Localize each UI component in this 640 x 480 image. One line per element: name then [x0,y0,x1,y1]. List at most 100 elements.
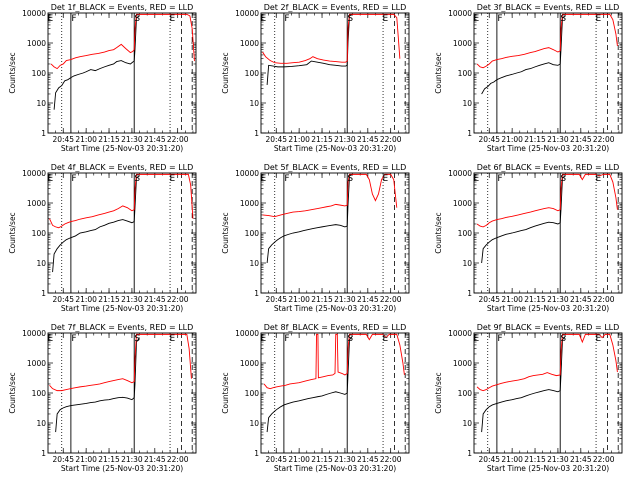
y-tick-label: 100 [32,389,47,398]
x-tick-label: 21:30 [547,135,569,144]
detector-panel-7: Det 7f_BLACK = Events, RED = LLD 1 10 100 10… [8,323,197,473]
x-tick-label: 21:00 [501,295,523,304]
y-tick-label: 10 [36,419,46,428]
detector-panel-1: Det 1f_BLACK = Events, RED = LLD 1 10 100 10… [8,3,197,153]
lld-series-line [263,333,405,390]
series-group [476,13,618,95]
flag-label: E [383,14,389,24]
flag-label: S [134,334,140,344]
flag-label: E [170,174,176,184]
x-tick-label: 21:15 [98,295,120,304]
y-tick-label: 10000 [448,329,472,338]
y-tick-label: 100 [458,69,473,78]
flag-label: S [134,14,140,24]
x-tick-label: 21:15 [311,455,333,464]
y-tick-label: 100 [245,229,260,238]
y-axis-label: Counts/sec [8,52,17,93]
x-axis-label: Start Time (25-Nov-03 20:31:20) [487,144,609,153]
x-axis-label: Start Time (25-Nov-03 20:31:20) [61,464,183,473]
panel-title: Det 1f_BLACK = Events, RED = LLD [51,3,194,12]
x-tick-label: 21:00 [75,295,97,304]
panel-title: Det 7f_BLACK = Events, RED = LLD [51,323,194,332]
x-tick-label: 21:30 [547,295,569,304]
x-tick-label: 21:30 [334,135,356,144]
events-series-line [266,13,353,85]
y-tick-label: 10 [249,259,259,268]
y-tick-label: 10000 [448,9,472,18]
x-tick-label: 21:45 [570,455,592,464]
events-series-line [481,335,566,433]
x-tick-label: 21:15 [524,135,546,144]
detector-panel-2: Det 2f_BLACK = Events, RED = LLD 1 10 100 10… [221,3,410,153]
panel-title: Det 3f_BLACK = Events, RED = LLD [477,3,620,12]
flag-label: E [47,334,53,344]
y-tick-label: 1 [254,129,259,138]
lld-series-line [49,173,194,229]
x-tick-label: 21:15 [311,295,333,304]
panel-title: Det 9f_BLACK = Events, RED = LLD [477,323,620,332]
x-tick-label: 21:45 [570,295,592,304]
flag-label: F [497,174,502,184]
x-tick-label: 22:00 [593,135,615,144]
panel-title: Det 4f_BLACK = Events, RED = LLD [51,163,194,172]
x-axis-label: Start Time (25-Nov-03 20:31:20) [274,304,396,313]
plot-frame [47,172,197,294]
x-tick-label: 21:45 [357,135,379,144]
detector-panel-3: Det 3f_BLACK = Events, RED = LLD 1 10 100 10… [434,3,623,153]
y-tick-label: 1 [41,289,46,298]
x-tick-label: 21:30 [334,295,356,304]
y-axis-label: Counts/sec [434,372,443,413]
flag-label: S [347,334,353,344]
y-tick-label: 1000 [453,359,472,368]
x-tick-label: 20:45 [265,455,287,464]
x-tick-label: 22:00 [167,455,189,464]
x-tick-label: 21:30 [334,455,356,464]
y-axis-label: Counts/sec [221,212,230,253]
plot-frame [47,332,197,454]
events-series-line [52,175,140,273]
y-tick-label: 1 [41,129,46,138]
series-group [49,333,192,433]
y-tick-label: 100 [458,389,473,398]
panel-title: Det 6f_BLACK = Events, RED = LLD [477,163,620,172]
x-tick-label: 21:00 [288,455,310,464]
x-axis-label: Start Time (25-Nov-03 20:31:20) [487,464,609,473]
y-tick-label: 1000 [27,39,46,48]
x-tick-label: 21:00 [288,135,310,144]
x-tick-label: 22:00 [593,455,615,464]
x-tick-label: 20:45 [265,135,287,144]
flag-label: S [560,174,566,184]
y-tick-label: 1000 [27,199,46,208]
lld-series-line [262,173,398,218]
detector-panel-5: Det 5f_BLACK = Events, RED = LLD 1 10 100 10… [221,163,410,313]
x-tick-label: 21:15 [524,455,546,464]
plot-frame [473,172,623,294]
events-series-line [53,15,140,110]
y-tick-label: 1 [254,449,259,458]
flag-label: E [260,14,266,24]
x-tick-label: 21:30 [121,455,143,464]
x-tick-label: 20:45 [52,135,74,144]
lld-series-line [476,333,618,392]
y-tick-label: 1 [254,289,259,298]
detector-panel-6: Det 6f_BLACK = Events, RED = LLD 1 10 100 10… [434,163,623,313]
flag-label: S [134,174,140,184]
flag-label: F [71,174,76,184]
plot-frame [473,12,623,134]
y-tick-label: 10 [36,99,46,108]
x-tick-label: 22:00 [380,455,402,464]
y-tick-label: 10 [462,419,472,428]
y-tick-label: 100 [32,229,47,238]
x-tick-label: 21:45 [357,295,379,304]
x-tick-label: 21:00 [501,455,523,464]
x-axis-label: Start Time (25-Nov-03 20:31:20) [274,464,396,473]
plot-frame [260,332,410,454]
series-group [50,13,195,110]
events-series-line [266,173,353,264]
flag-label: F [71,334,76,344]
x-tick-label: 22:00 [167,135,189,144]
flag-label: E [383,334,389,344]
flag-label: F [497,14,502,24]
x-axis-label: Start Time (25-Nov-03 20:31:20) [274,144,396,153]
flag-label: E [596,334,602,344]
